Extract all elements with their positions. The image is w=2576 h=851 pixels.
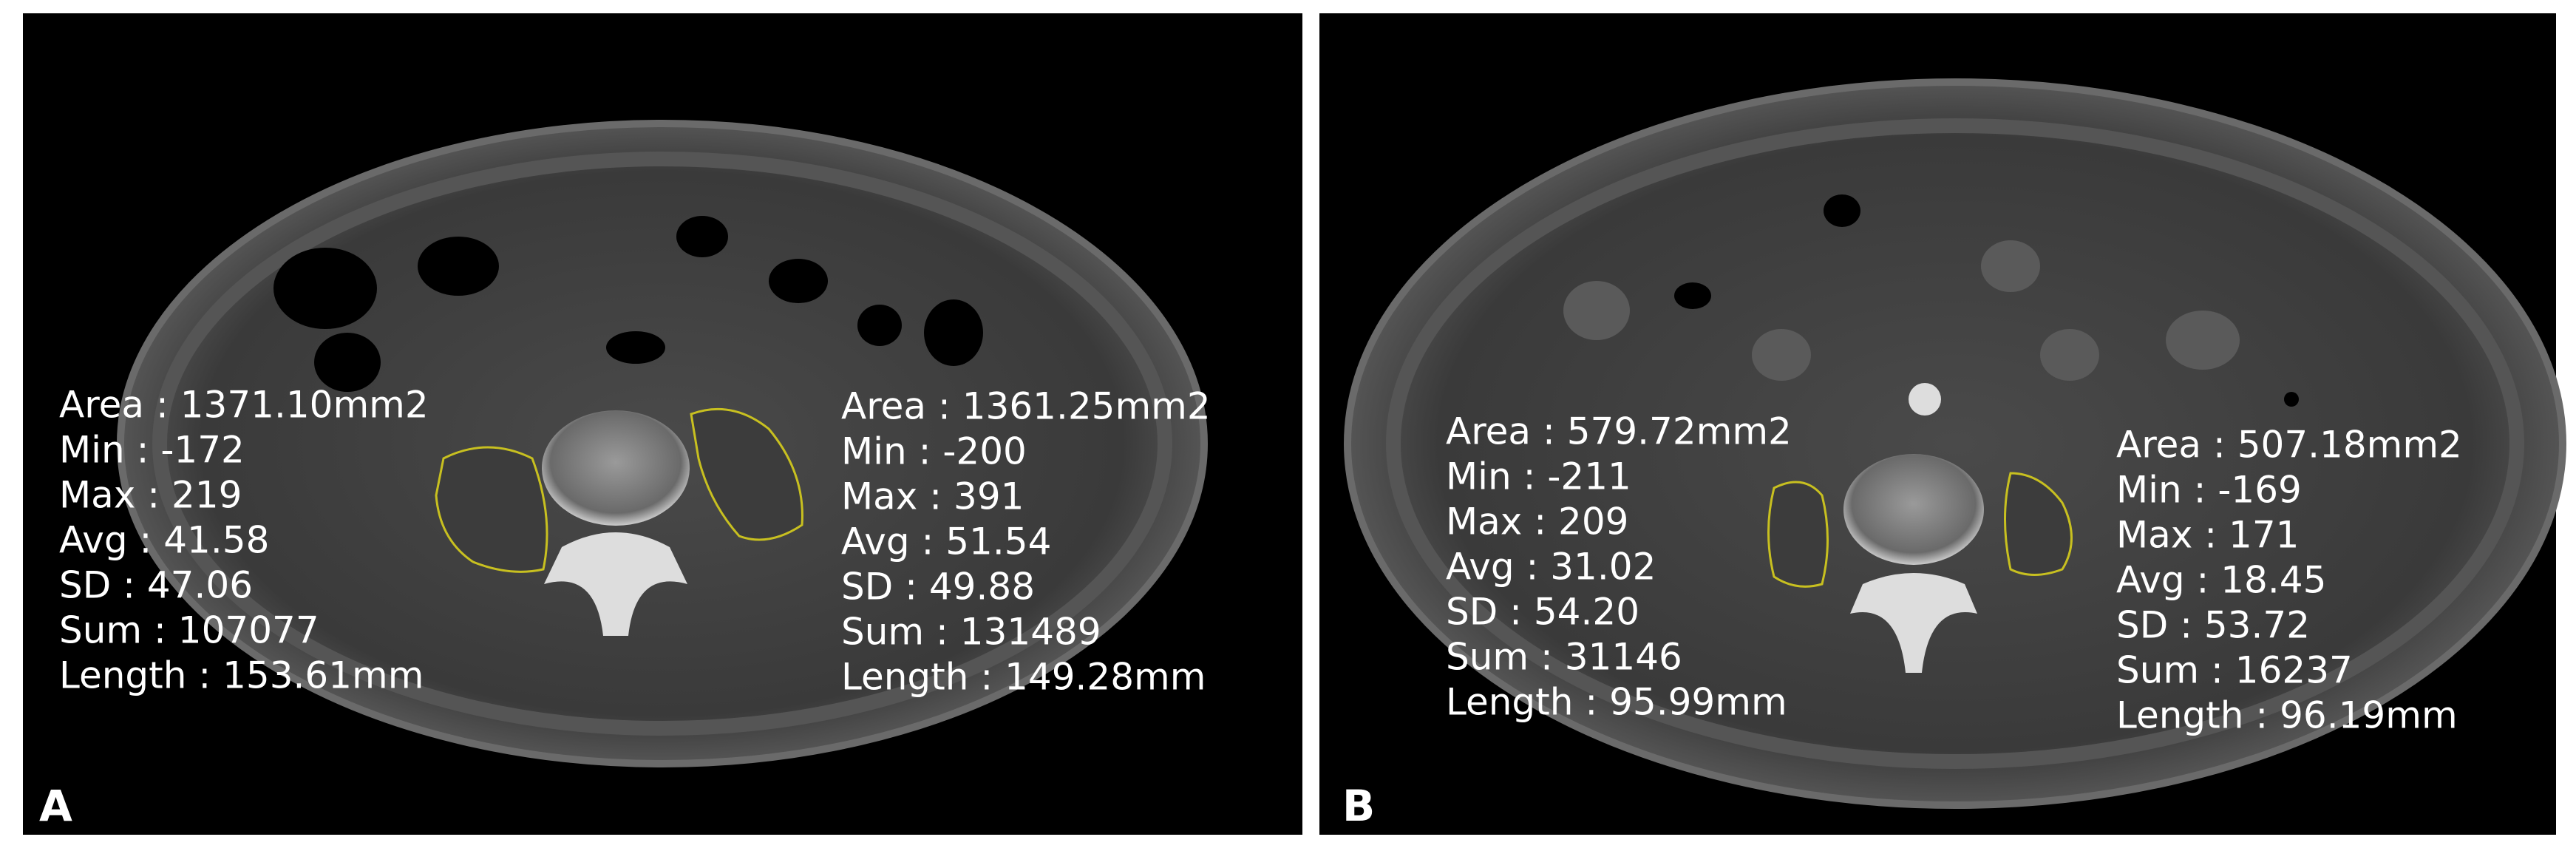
aorta-calcification: [1909, 383, 1941, 416]
muscle-wall: [1386, 118, 2524, 769]
roi-stat: SD : 47.06: [59, 564, 253, 607]
vertebra: [1843, 454, 1984, 565]
spinal-process: [1850, 573, 1977, 673]
bowel-gas: [1674, 194, 2299, 407]
roi-stat: Sum : 107077: [59, 609, 319, 652]
spinal-process: [544, 532, 687, 636]
roi-stat: Area : 1371.10mm2: [59, 384, 429, 427]
bowel-loops: [1563, 240, 2240, 381]
panel-a: [23, 13, 1302, 835]
roi-stat: Area : 579.72mm2: [1446, 410, 1792, 453]
roi-stat: Length : 95.99mm: [1446, 681, 1787, 724]
roi-stat: Sum : 131489: [841, 611, 1101, 654]
roi-stat: Sum : 16237: [2116, 649, 2353, 692]
roi-stat: Avg : 18.45: [2116, 559, 2326, 602]
roi-stat: SD : 54.20: [1446, 591, 1639, 634]
roi-stat: Length : 153.61mm: [59, 654, 424, 697]
roi-stat: Area : 507.18mm2: [2116, 424, 2462, 467]
muscle-wall: [152, 152, 1172, 736]
roi-stat: Avg : 41.58: [59, 519, 269, 562]
roi-stat: Min : -200: [841, 430, 1027, 473]
roi-stat: Area : 1361.25mm2: [841, 385, 1211, 428]
body-outline: [1344, 78, 2566, 809]
roi-stat: Length : 96.19mm: [2116, 694, 2458, 737]
vertebra: [542, 410, 690, 526]
roi-outline: [435, 446, 548, 573]
roi-stat: SD : 53.72: [2116, 604, 2310, 647]
roi-stat: Max : 209: [1446, 501, 1628, 543]
roi-outline: [690, 407, 803, 541]
panel-b: [1319, 13, 2566, 835]
roi-stat: SD : 49.88: [841, 566, 1035, 608]
roi-stat: Length : 149.28mm: [841, 656, 1206, 699]
roi-outline: [2004, 472, 2073, 576]
roi-outline: [1767, 481, 1829, 588]
panel-label: B: [1342, 781, 1375, 831]
roi-stat: Max : 171: [2116, 514, 2299, 557]
roi-stat: Min : -211: [1446, 455, 1631, 498]
roi-stat: Sum : 31146: [1446, 636, 1682, 679]
roi-stat: Avg : 31.02: [1446, 546, 1656, 589]
roi-stat: Max : 219: [59, 474, 242, 517]
roi-stat: Min : -169: [2116, 469, 2302, 512]
roi-stat: Min : -172: [59, 429, 245, 472]
roi-stat: Avg : 51.54: [841, 521, 1051, 563]
bowel-gas: [273, 216, 983, 392]
roi-stat: Max : 391: [841, 475, 1024, 518]
panel-label: A: [39, 781, 72, 831]
